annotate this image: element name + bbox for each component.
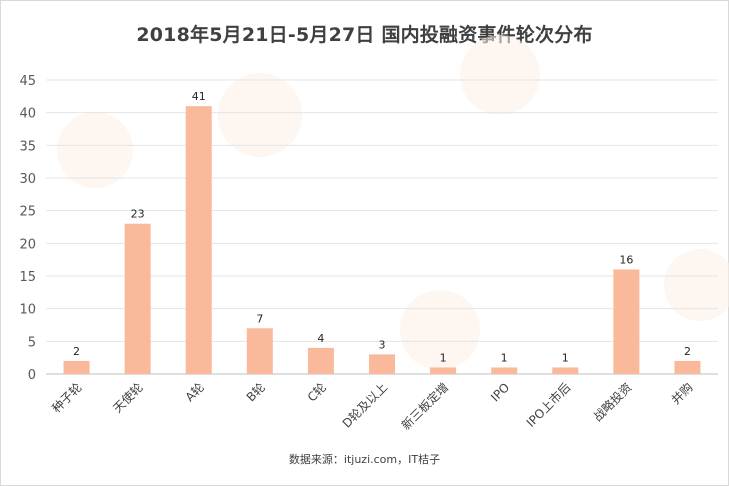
x-tick-label: 战略投资 [590,380,635,425]
watermark-circle [460,35,540,115]
bar [63,360,90,374]
x-tick-label: B轮 [244,380,268,404]
x-tick-label: A轮 [183,380,207,404]
y-tick-label: 25 [19,205,36,220]
data-label: 2 [73,345,80,358]
data-label: 16 [619,253,633,266]
data-label: 2 [684,345,691,358]
bar [552,367,579,374]
y-axis: 0 5 10 15 20 25 30 35 40 45 [19,74,36,383]
data-label: 7 [256,312,263,325]
x-tick-label: C轮 [305,380,329,404]
data-label: 1 [440,351,447,364]
y-tick-label: 45 [19,74,36,89]
data-labels: 2 23 41 7 4 3 1 1 1 16 2 [73,90,691,364]
x-axis: 种子轮 天使轮 A轮 B轮 C轮 D轮及以上 新三板定增 IPO IPO上市后 战略投资 并购 [49,380,695,433]
chart-source-note: 数据来源：itjuzi.com，IT桔子 [288,453,441,466]
data-label: 41 [192,90,206,103]
data-label: 1 [562,351,569,364]
bar [246,328,273,374]
watermark-layer [57,35,729,370]
y-tick-label: 20 [19,237,36,252]
x-tick-label: IPO上市后 [523,380,573,430]
y-tick-label: 40 [19,107,36,122]
data-label: 4 [317,332,324,345]
data-label: 3 [379,338,386,351]
bar [674,360,701,374]
bar [369,354,395,374]
data-label: 23 [131,208,145,221]
watermark-circle [664,249,729,321]
x-tick-label: 天使轮 [110,380,146,416]
bar [307,347,334,374]
bar [430,367,457,374]
x-tick-label: 新三板定增 [398,380,451,433]
chart-title: 2018年5月21日-5月27日 国内投融资事件轮次分布 [136,24,593,46]
bar [124,223,151,374]
watermark-circle [57,112,133,188]
y-tick-label: 5 [28,335,36,350]
y-tick-label: 35 [19,139,36,154]
watermark-circle [400,290,480,370]
bar [491,367,518,374]
y-tick-label: 30 [19,172,36,187]
y-tick-label: 15 [19,270,36,285]
y-tick-label: 10 [19,303,36,318]
bar [185,106,212,374]
x-tick-label: IPO [488,380,512,404]
x-tick-label: 并购 [668,380,696,408]
watermark-circle [218,73,302,157]
x-tick-label: D轮及以上 [340,380,390,430]
x-tick-label: 种子轮 [49,380,84,415]
bar [613,269,640,374]
y-tick-label: 0 [28,368,36,383]
data-label: 1 [501,351,508,364]
bars [63,106,701,374]
